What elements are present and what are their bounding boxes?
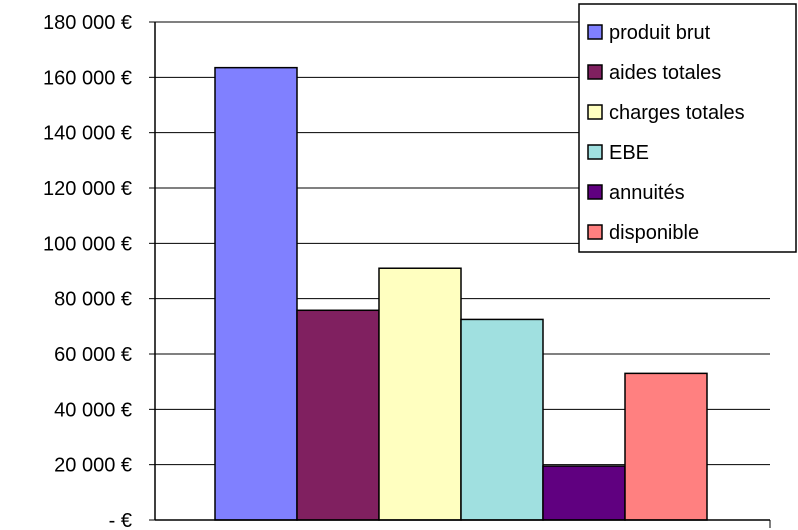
y-tick-label: - €: [109, 510, 132, 530]
y-tick-label: 60 000 €: [54, 344, 132, 366]
legend-swatch: [587, 64, 603, 80]
bar-annuités: [542, 465, 626, 521]
legend-label: aides totales: [609, 62, 721, 84]
legend-swatch: [587, 224, 603, 240]
bar-charges-totales: [378, 267, 462, 521]
y-tick-label: 20 000 €: [54, 455, 132, 477]
bar-disponible: [624, 372, 708, 521]
legend-swatch: [587, 104, 603, 120]
y-axis-tick-labels: - € 20 000 € 40 000 € 60 000 € 80 000 € 100 0…: [43, 12, 132, 530]
legend-label: produit brut: [609, 22, 711, 44]
legend-label: annuités: [609, 182, 685, 204]
bars: [214, 66, 708, 521]
legend-swatch: [587, 144, 603, 160]
legend-swatch: [587, 24, 603, 40]
bar-EBE: [460, 318, 544, 521]
legend-swatch: [587, 184, 603, 200]
bar-aides-totales: [296, 309, 380, 521]
y-tick-label: 40 000 €: [54, 399, 132, 421]
y-tick-label: 120 000 €: [43, 178, 132, 200]
y-tick-label: 80 000 €: [54, 289, 132, 311]
legend: produit brut aides totales charges totales…: [578, 3, 797, 253]
axes: [149, 21, 771, 528]
bar-produit-brut: [214, 66, 298, 521]
legend-label: charges totales: [609, 102, 745, 124]
y-tick-label: 160 000 €: [43, 67, 132, 89]
y-tick-label: 180 000 €: [43, 12, 132, 34]
y-tick-label: 100 000 €: [43, 233, 132, 255]
legend-label: EBE: [609, 142, 649, 164]
legend-label: disponible: [609, 222, 699, 244]
legend-box: [578, 3, 797, 253]
y-tick-label: 140 000 €: [43, 123, 132, 145]
